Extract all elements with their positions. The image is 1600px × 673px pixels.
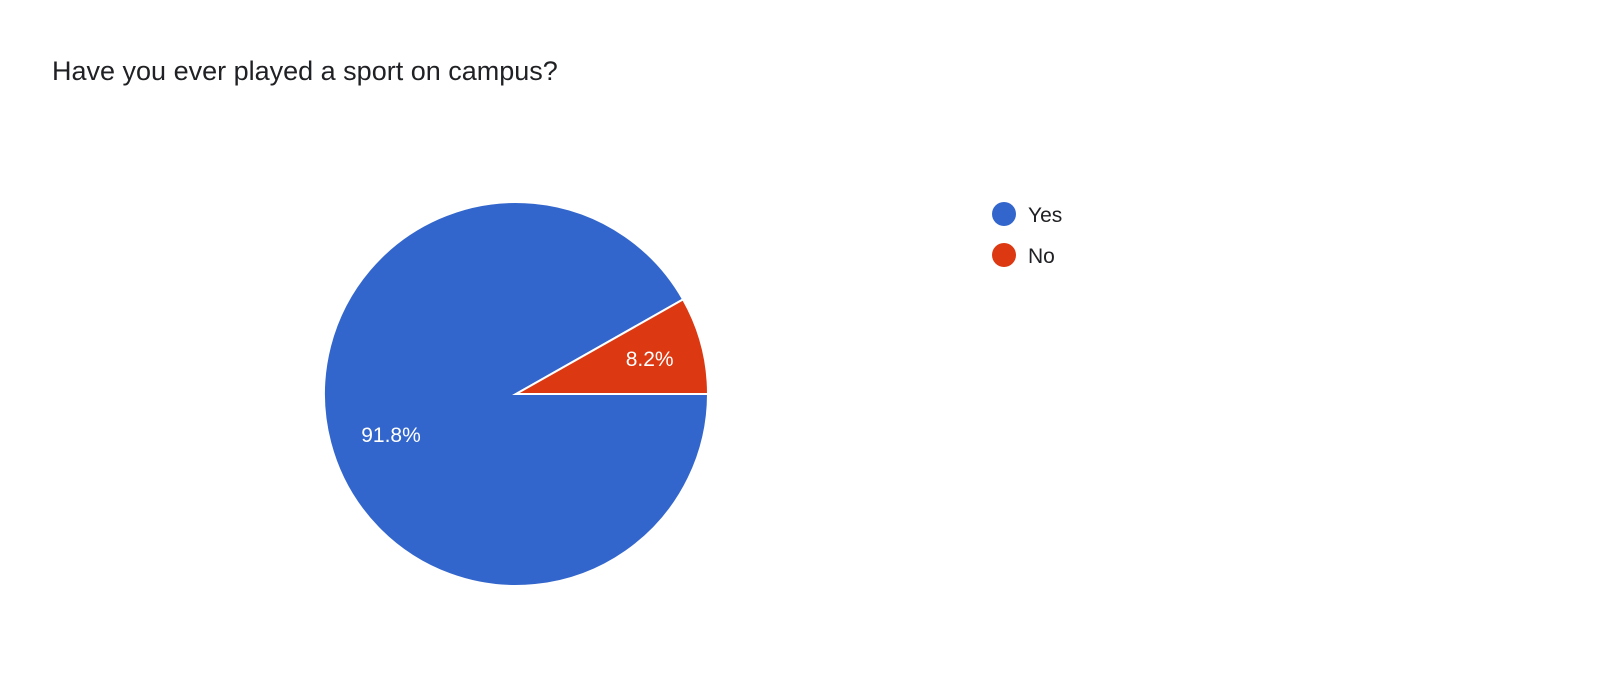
data-label-yes: 91.8%	[361, 424, 421, 447]
data-label-no: 8.2%	[626, 348, 674, 371]
legend-label-yes: Yes	[1028, 204, 1062, 227]
chart-title: Have you ever played a sport on campus?	[52, 56, 558, 86]
pie-slice-no[interactable]	[512, 298, 710, 395]
legend-label-no: No	[1028, 245, 1055, 268]
legend-marker-yes	[992, 202, 1016, 226]
legend-marker-no	[992, 243, 1016, 267]
